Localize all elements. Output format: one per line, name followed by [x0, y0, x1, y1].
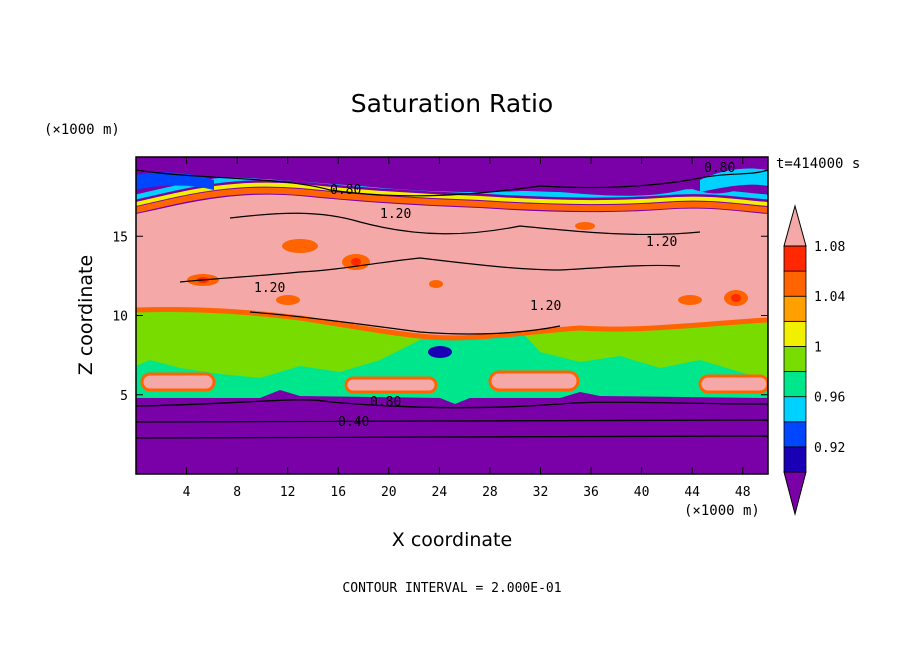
contour-label-0-40: 0.40	[338, 415, 369, 430]
contour-label-1-20-c: 1.20	[254, 281, 285, 296]
colorbar-swatch	[783, 270, 807, 297]
y-axis-ticks: 5 10 15	[112, 230, 768, 404]
contour-label-0-80-bottom: 0.80	[370, 395, 401, 410]
x-tick-label: 24	[432, 485, 448, 500]
upper-left-fringe	[136, 172, 214, 190]
x-axis-label: X coordinate	[392, 529, 512, 551]
contour-label-0-80-top: 0.80	[330, 183, 361, 198]
colorbar-swatch	[783, 371, 807, 398]
chart-title: Saturation Ratio	[351, 89, 553, 118]
base-lenses	[140, 370, 768, 394]
x-tick-label: 4	[183, 485, 191, 500]
contour-interval-footer: CONTOUR INTERVAL = 2.000E-01	[342, 581, 561, 596]
colorbar-swatch	[783, 320, 807, 347]
colorbar-swatch	[783, 421, 807, 448]
colorbar-label: 1	[814, 340, 822, 355]
lower-contours	[136, 399, 768, 439]
colorbar-swatch	[783, 245, 807, 272]
x-tick-label: 28	[482, 485, 498, 500]
colorbar: 0.92 0.96 1 1.04 1.08	[783, 204, 845, 516]
colorbar-swatch	[783, 295, 807, 322]
upper-right-fringe	[700, 168, 768, 192]
x-tick-label: 8	[233, 485, 241, 500]
colorbar-bottom-arrow	[783, 471, 807, 516]
x-tick-label: 12	[280, 485, 296, 500]
x-tick-label: 44	[684, 485, 700, 500]
time-label: t=414000 s	[776, 156, 860, 172]
lower-band-edge	[136, 306, 768, 341]
x-tick-label: 36	[583, 485, 599, 500]
x-unit-label: (×1000 m)	[684, 503, 760, 519]
contour-label-1-20-d: 1.20	[530, 299, 561, 314]
contour-label-1-20-a: 1.20	[380, 207, 411, 222]
y-axis-label: Z coordinate	[75, 255, 97, 375]
colorbar-swatch	[783, 446, 807, 473]
upper-dry-layer	[136, 157, 768, 196]
contour-labels: 0.80 0.80 1.20 1.20 1.20 1.20 0.80 0.40	[254, 161, 735, 430]
colorbar-swatch	[783, 346, 807, 372]
colorbar-swatch	[783, 396, 807, 423]
upper-contours	[136, 169, 768, 335]
contour-label-1-20-b: 1.20	[646, 235, 677, 250]
x-tick-label: 32	[533, 485, 549, 500]
colorbar-top-arrow	[783, 204, 807, 247]
x-axis-ticks: 4 8 12 16 20 24 28 32 36 40 44 48	[183, 157, 751, 500]
mid-dry-blob	[428, 346, 452, 358]
x-tick-label: 16	[330, 485, 346, 500]
upper-band-edge-yellow	[136, 182, 768, 206]
y-tick-label: 15	[112, 230, 128, 245]
y-tick-label: 10	[112, 310, 128, 325]
x-tick-label: 48	[735, 485, 751, 500]
x-tick-label: 40	[634, 485, 650, 500]
x-tick-label: 20	[381, 485, 397, 500]
supersaturated-patches	[187, 222, 748, 306]
contour-label-0-80-top-right: 0.80	[704, 161, 735, 176]
lower-layer	[136, 395, 768, 474]
plot-area	[135, 156, 769, 475]
colorbar-label: 1.04	[814, 290, 845, 305]
colorbar-label: 0.96	[814, 391, 845, 406]
upper-band-edge	[136, 187, 768, 213]
colorbar-label: 1.08	[814, 240, 845, 255]
y-unit-label: (×1000 m)	[44, 122, 120, 138]
y-tick-label: 5	[120, 389, 128, 404]
colorbar-label: 0.92	[814, 441, 845, 456]
